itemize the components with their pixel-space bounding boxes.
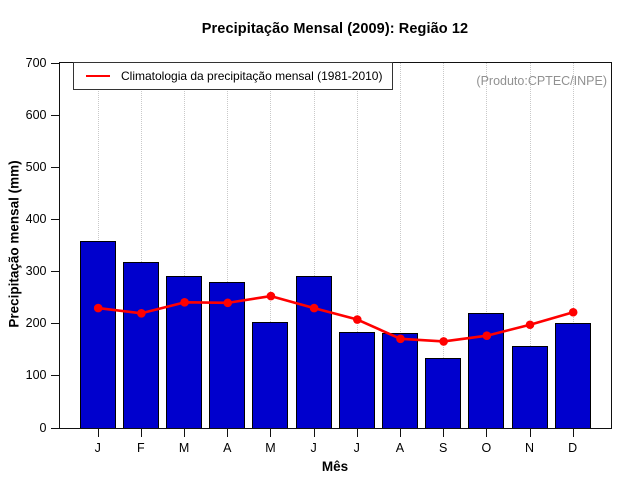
climatology-point-J-6	[309, 303, 318, 312]
legend-label: Climatologia da precipitação mensal (198…	[121, 69, 383, 83]
x-tick-5	[270, 428, 272, 437]
x-tick-label-F-2: F	[137, 440, 145, 455]
gridline-7	[399, 62, 401, 428]
x-tick-label-A-8: A	[395, 440, 405, 455]
climatology-point-O-10	[482, 330, 491, 340]
gridline-11	[572, 62, 574, 428]
y-tick-300	[50, 271, 59, 273]
y-tick-500	[50, 166, 59, 168]
y-tick-label-0: 0	[39, 420, 47, 435]
y-tick-100	[50, 375, 59, 377]
x-axis-label: Mês	[321, 459, 349, 474]
y-tick-700	[50, 62, 59, 64]
bar-F-2	[122, 262, 159, 428]
gridline-9	[486, 62, 488, 428]
gridline-2	[184, 62, 186, 428]
climatology-point-M-3	[179, 297, 189, 307]
climatology-line-layer	[93, 291, 577, 346]
x-tick-11	[529, 428, 531, 437]
gridline-3	[227, 62, 229, 428]
y-tick-label-500: 500	[25, 159, 47, 174]
x-tick-label-S-9: S	[438, 440, 448, 455]
y-axis-label: Precipitação mensal (mm)	[6, 160, 22, 328]
y-tick-label-200: 200	[25, 316, 47, 331]
climatology-point-J-7	[352, 314, 362, 324]
x-tick-label-N-11: N	[524, 440, 535, 455]
bar-D-12	[554, 323, 591, 428]
climatology-point-D-12	[568, 307, 577, 317]
climatology-point-A-4	[222, 298, 232, 307]
x-tick-9	[443, 428, 445, 437]
x-tick-2	[140, 428, 142, 437]
y-tick-0	[50, 427, 59, 429]
climatology-point-S-9	[438, 336, 448, 346]
climatology-point-J-1	[93, 303, 102, 312]
x-tick-label-M-5: M	[265, 440, 276, 455]
x-tick-1	[97, 428, 99, 437]
y-tick-200	[50, 323, 59, 325]
legend: Climatologia da precipitação mensal (198…	[73, 62, 394, 90]
x-tick-4	[227, 428, 229, 437]
x-tick-label-J-1: J	[94, 440, 101, 455]
chart-title: Precipitação Mensal (2009): Região 12	[201, 21, 469, 37]
source-annotation: (Produto:CPTEC/INPE)	[476, 74, 607, 88]
climatology-line	[97, 294, 574, 343]
climatology-point-N-11	[525, 319, 534, 329]
legend-line-sample	[86, 75, 110, 77]
y-tick-label-100: 100	[25, 368, 47, 383]
bar-A-8	[381, 333, 418, 428]
x-tick-label-J-7: J	[353, 440, 360, 455]
gridline-8	[443, 62, 445, 428]
gridline-6	[356, 62, 358, 428]
x-tick-label-A-4: A	[223, 440, 232, 455]
y-tick-label-600: 600	[25, 107, 47, 122]
bar-J-7	[338, 332, 375, 428]
x-tick-10	[486, 428, 488, 437]
x-tick-label-O-10: O	[481, 440, 492, 455]
y-tick-label-400: 400	[25, 211, 47, 226]
bar-N-11	[511, 346, 548, 428]
y-tick-label-700: 700	[25, 55, 47, 70]
bar-J-6	[295, 276, 332, 428]
bar-S-9	[425, 357, 462, 428]
plot-area: 0 100 200 300 400 500 600 700 J F M A M J J A S O N D	[26, 56, 612, 455]
x-tick-12	[572, 428, 574, 437]
gridline-1	[140, 62, 142, 428]
gridline-10	[529, 62, 531, 428]
climatology-point-A-8	[395, 334, 405, 343]
x-tick-7	[356, 428, 358, 437]
y-tick-label-300: 300	[25, 264, 47, 279]
y-tick-600	[50, 114, 59, 116]
y-tick-400	[50, 218, 59, 220]
x-tick-label-J-6: J	[310, 440, 317, 455]
x-tick-label-D-12: D	[568, 440, 578, 455]
gridline-5	[313, 62, 315, 428]
climatology-point-F-2	[136, 308, 146, 318]
x-tick-label-M-3: M	[178, 440, 190, 455]
gridline-4	[270, 62, 272, 428]
climatology-point-M-5	[266, 291, 275, 300]
bar-J-1	[79, 241, 116, 428]
x-tick-8	[399, 428, 401, 437]
x-tick-3	[184, 428, 186, 437]
bar-M-5	[252, 322, 289, 428]
x-tick-6	[313, 428, 315, 437]
